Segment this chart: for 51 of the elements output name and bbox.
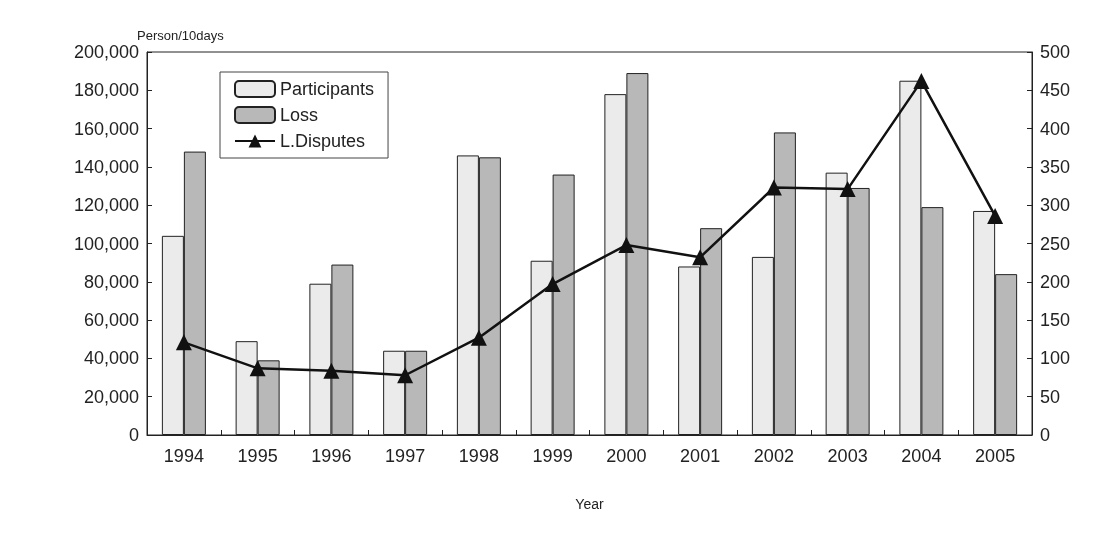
point [692, 249, 709, 266]
point [913, 73, 930, 90]
point [249, 360, 266, 377]
y2-tick-label: 400 [1040, 118, 1071, 139]
legend-label: Participants [280, 79, 375, 99]
x-tick-label: 1997 [385, 446, 426, 466]
x-tick-label: 2002 [753, 446, 794, 466]
legend-label: L.Disputes [280, 131, 366, 151]
legend-label: Loss [280, 105, 319, 125]
x-axis-title: Year [575, 496, 604, 512]
y2-tick-label: 50 [1040, 386, 1061, 407]
y2-tick-label: 300 [1040, 195, 1071, 216]
y2-tick-label: 100 [1040, 348, 1071, 369]
y-tick-label: 140,000 [73, 156, 139, 177]
x-tick-label: 2003 [827, 446, 868, 466]
y-tick-label: 20,000 [83, 386, 139, 407]
y-tick-label: 40,000 [83, 348, 139, 369]
x-tick-label: 2004 [901, 446, 942, 466]
point [544, 276, 561, 293]
y2-tick-label: 250 [1040, 233, 1071, 254]
y2-tick-label: 500 [1040, 42, 1071, 62]
point [765, 179, 782, 196]
x-tick-label: 1998 [458, 446, 499, 466]
point [175, 334, 192, 351]
x-tick-label: 1996 [311, 446, 352, 466]
y-tick-label: 120,000 [73, 195, 139, 216]
y-tick-label: 180,000 [73, 80, 139, 101]
x-tick-label: 2005 [975, 446, 1016, 466]
point [397, 367, 414, 384]
point [323, 362, 340, 379]
y-axis-title: Person/10days [137, 28, 225, 43]
point [987, 207, 1004, 224]
x-tick-label: 2001 [680, 446, 721, 466]
y-tick-label: 60,000 [83, 310, 139, 331]
y-tick-label: 100,000 [73, 233, 139, 254]
x-tick-label: 2000 [606, 446, 647, 466]
y-tick-label: 200,000 [73, 42, 139, 62]
point [470, 329, 487, 346]
y-tick-label: 160,000 [73, 118, 139, 139]
point [839, 181, 856, 198]
y2-tick-label: 200 [1040, 271, 1071, 292]
y-tick-label: 80,000 [83, 271, 139, 292]
y2-tick-label: 450 [1040, 80, 1071, 101]
x-tick-label: 1999 [532, 446, 573, 466]
y2-tick-label: 0 [1040, 425, 1051, 445]
point [618, 237, 635, 254]
y2-tick-label: 150 [1040, 310, 1071, 331]
y-tick-label: 0 [128, 425, 139, 445]
x-tick-label: 1994 [163, 446, 204, 466]
x-tick-label: 1995 [237, 446, 278, 466]
y2-tick-label: 350 [1040, 156, 1071, 177]
